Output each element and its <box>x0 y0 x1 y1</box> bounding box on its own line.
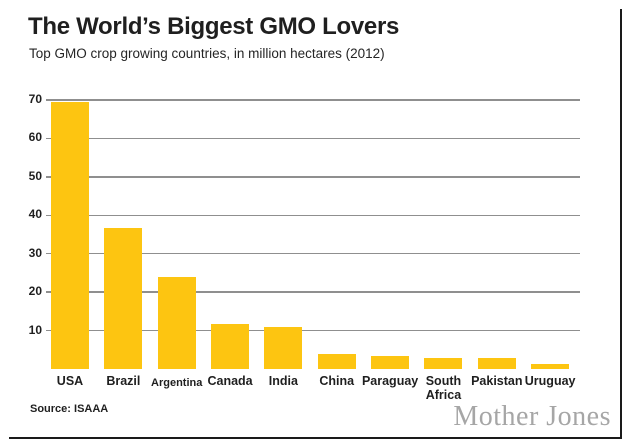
bar-paraguay <box>371 355 410 369</box>
x-tick-label-china: China <box>319 374 355 388</box>
bar-south-africa <box>424 357 463 369</box>
bar-india <box>264 327 303 369</box>
gridline-20 <box>46 291 580 293</box>
y-tick-label-40: 40 <box>28 207 42 222</box>
y-tick-label-60: 60 <box>28 130 42 145</box>
source-note: Source: ISAAA <box>30 403 109 415</box>
bar-argentina <box>157 277 196 369</box>
mother-jones-logo: Mother Jones <box>453 401 611 432</box>
bar-pakistan <box>477 358 516 369</box>
chart-title: The World’s Biggest GMO Lovers <box>28 13 400 40</box>
chart-subtitle: Top GMO crop growing countries, in milli… <box>29 46 385 61</box>
bar-brazil <box>104 228 143 369</box>
y-tick-label-20: 20 <box>28 284 42 299</box>
gridline-10 <box>46 329 580 332</box>
gridline-70 <box>46 99 580 101</box>
gridline-60 <box>46 137 580 140</box>
x-tick-label-uruguay: Uruguay <box>524 374 576 388</box>
x-tick-label-usa: USA <box>56 374 84 388</box>
bar-uruguay <box>531 363 570 369</box>
frame-border-bottom <box>9 437 622 439</box>
x-tick-label-south-africa: South Africa <box>425 374 462 402</box>
frame-border-right <box>620 9 622 439</box>
bar-canada <box>211 324 250 369</box>
x-tick-label-india: India <box>268 374 298 388</box>
gridline-40 <box>46 214 580 216</box>
y-tick-label-50: 50 <box>28 168 42 183</box>
bar-china <box>317 353 356 369</box>
x-tick-label-pakistan: Pakistan <box>471 374 523 388</box>
x-tick-label-canada: Canada <box>207 374 253 388</box>
y-tick-label-70: 70 <box>28 92 42 106</box>
gridline-50 <box>46 176 580 178</box>
gridline-30 <box>46 253 580 255</box>
x-tick-label-brazil: Brazil <box>106 374 141 388</box>
y-tick-label-10: 10 <box>28 322 42 337</box>
y-tick-label-30: 30 <box>28 245 42 260</box>
x-tick-label-argentina: Argentina <box>151 377 203 389</box>
x-tick-label-paraguay: Paraguay <box>361 374 419 388</box>
bar-usa <box>51 101 89 369</box>
